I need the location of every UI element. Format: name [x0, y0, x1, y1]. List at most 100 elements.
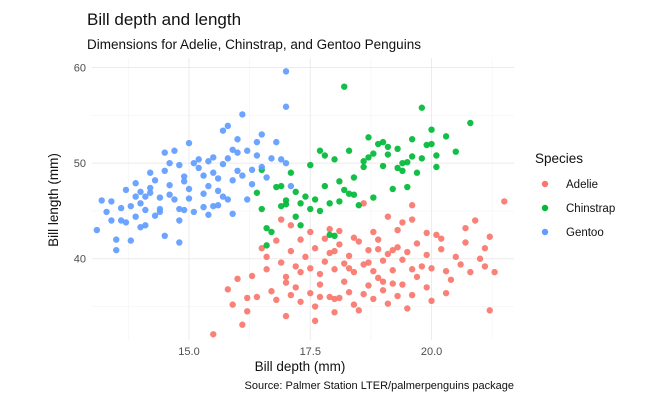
data-point-chinstrap	[365, 154, 372, 161]
data-point-chinstrap	[263, 242, 270, 249]
data-point-adelie	[360, 200, 367, 207]
data-point-adelie	[307, 228, 314, 236]
data-point-gentoo	[205, 182, 212, 190]
data-point-adelie	[394, 292, 401, 300]
data-point-adelie	[244, 308, 251, 315]
data-point-gentoo	[205, 158, 212, 165]
data-point-adelie	[302, 253, 309, 261]
x-tick-label: 15.0	[178, 346, 199, 358]
data-point-gentoo	[219, 127, 227, 134]
data-point-chinstrap	[433, 152, 440, 159]
data-point-adelie	[336, 294, 343, 302]
data-point-gentoo	[253, 152, 261, 159]
plot-grid	[92, 58, 514, 340]
data-point-chinstrap	[360, 163, 367, 171]
data-point-adelie	[297, 268, 304, 276]
data-point-chinstrap	[408, 136, 416, 143]
data-point-adelie	[292, 263, 299, 270]
data-point-adelie	[404, 305, 411, 312]
data-point-adelie	[331, 295, 338, 303]
data-point-chinstrap	[370, 194, 377, 201]
data-point-adelie	[408, 202, 416, 209]
data-point-adelie	[481, 245, 489, 252]
data-point-gentoo	[166, 181, 173, 189]
data-point-adelie	[210, 331, 217, 338]
data-point-adelie	[476, 255, 484, 262]
legend: Species Adelie Chinstrap Gentoo	[535, 151, 615, 239]
data-point-adelie	[355, 307, 362, 314]
data-point-adelie	[370, 228, 377, 236]
x-axis-title: Bill depth (mm)	[255, 359, 346, 374]
legend-key-gentoo	[541, 228, 549, 236]
data-point-gentoo	[137, 224, 144, 231]
data-point-adelie	[239, 321, 246, 328]
data-point-adelie	[311, 245, 319, 252]
data-point-adelie	[268, 288, 275, 295]
data-point-gentoo	[180, 178, 188, 185]
legend-title: Species	[535, 151, 583, 166]
data-point-adelie	[462, 224, 469, 232]
data-point-chinstrap	[292, 213, 299, 220]
data-point-adelie	[321, 235, 329, 242]
data-point-chinstrap	[263, 224, 270, 232]
data-point-adelie	[273, 296, 280, 304]
data-point-chinstrap	[350, 191, 358, 198]
data-point-adelie	[408, 216, 416, 223]
data-point-gentoo	[132, 180, 139, 187]
data-point-gentoo	[171, 196, 178, 203]
data-point-adelie	[413, 240, 421, 247]
data-point-gentoo	[214, 175, 222, 182]
data-point-adelie	[311, 317, 319, 325]
data-point-adelie	[404, 248, 411, 256]
data-point-chinstrap	[311, 196, 319, 203]
data-point-gentoo	[190, 159, 198, 167]
legend-key-chinstrap	[541, 204, 549, 212]
data-point-gentoo	[113, 236, 120, 243]
data-point-chinstrap	[321, 152, 329, 159]
data-point-adelie	[229, 301, 236, 308]
data-point-chinstrap	[316, 147, 324, 154]
data-point-chinstrap	[341, 186, 348, 194]
data-point-gentoo	[214, 187, 222, 195]
data-point-chinstrap	[282, 201, 290, 208]
data-point-chinstrap	[273, 183, 280, 191]
data-point-gentoo	[210, 154, 217, 161]
data-point-gentoo	[156, 194, 164, 201]
data-point-gentoo	[224, 196, 232, 203]
data-point-gentoo	[166, 159, 173, 167]
data-point-adelie	[374, 245, 382, 253]
data-point-chinstrap	[350, 174, 358, 181]
data-point-adelie	[316, 270, 324, 278]
data-point-adelie	[297, 236, 304, 243]
data-point-adelie	[438, 235, 445, 242]
data-point-adelie	[345, 252, 353, 260]
data-point-chinstrap	[384, 151, 392, 158]
data-point-gentoo	[205, 211, 212, 218]
data-point-chinstrap	[428, 126, 435, 133]
data-point-adelie	[423, 229, 430, 237]
data-point-adelie	[277, 216, 285, 223]
data-point-adelie	[399, 256, 406, 263]
data-point-gentoo	[132, 193, 139, 200]
y-axis-ticks: 40 50 60	[74, 63, 86, 266]
data-point-adelie	[365, 282, 372, 289]
data-point-chinstrap	[277, 202, 285, 210]
data-point-gentoo	[108, 217, 115, 224]
data-point-gentoo	[137, 200, 144, 207]
data-point-chinstrap	[423, 141, 430, 149]
data-point-adelie	[442, 289, 450, 297]
data-point-adelie	[282, 312, 290, 320]
data-point-gentoo	[117, 204, 125, 212]
data-point-adelie	[413, 273, 421, 281]
data-point-chinstrap	[277, 182, 285, 190]
data-point-adelie	[491, 268, 498, 276]
data-point-gentoo	[214, 202, 222, 209]
data-point-adelie	[331, 266, 338, 273]
data-point-adelie	[452, 253, 459, 261]
data-point-chinstrap	[379, 162, 387, 170]
data-point-adelie	[277, 259, 285, 266]
data-point-gentoo	[185, 139, 193, 147]
data-point-gentoo	[277, 156, 285, 163]
chart-caption: Source: Palmer Station LTER/palmerpengui…	[245, 380, 514, 392]
data-point-adelie	[297, 298, 304, 305]
